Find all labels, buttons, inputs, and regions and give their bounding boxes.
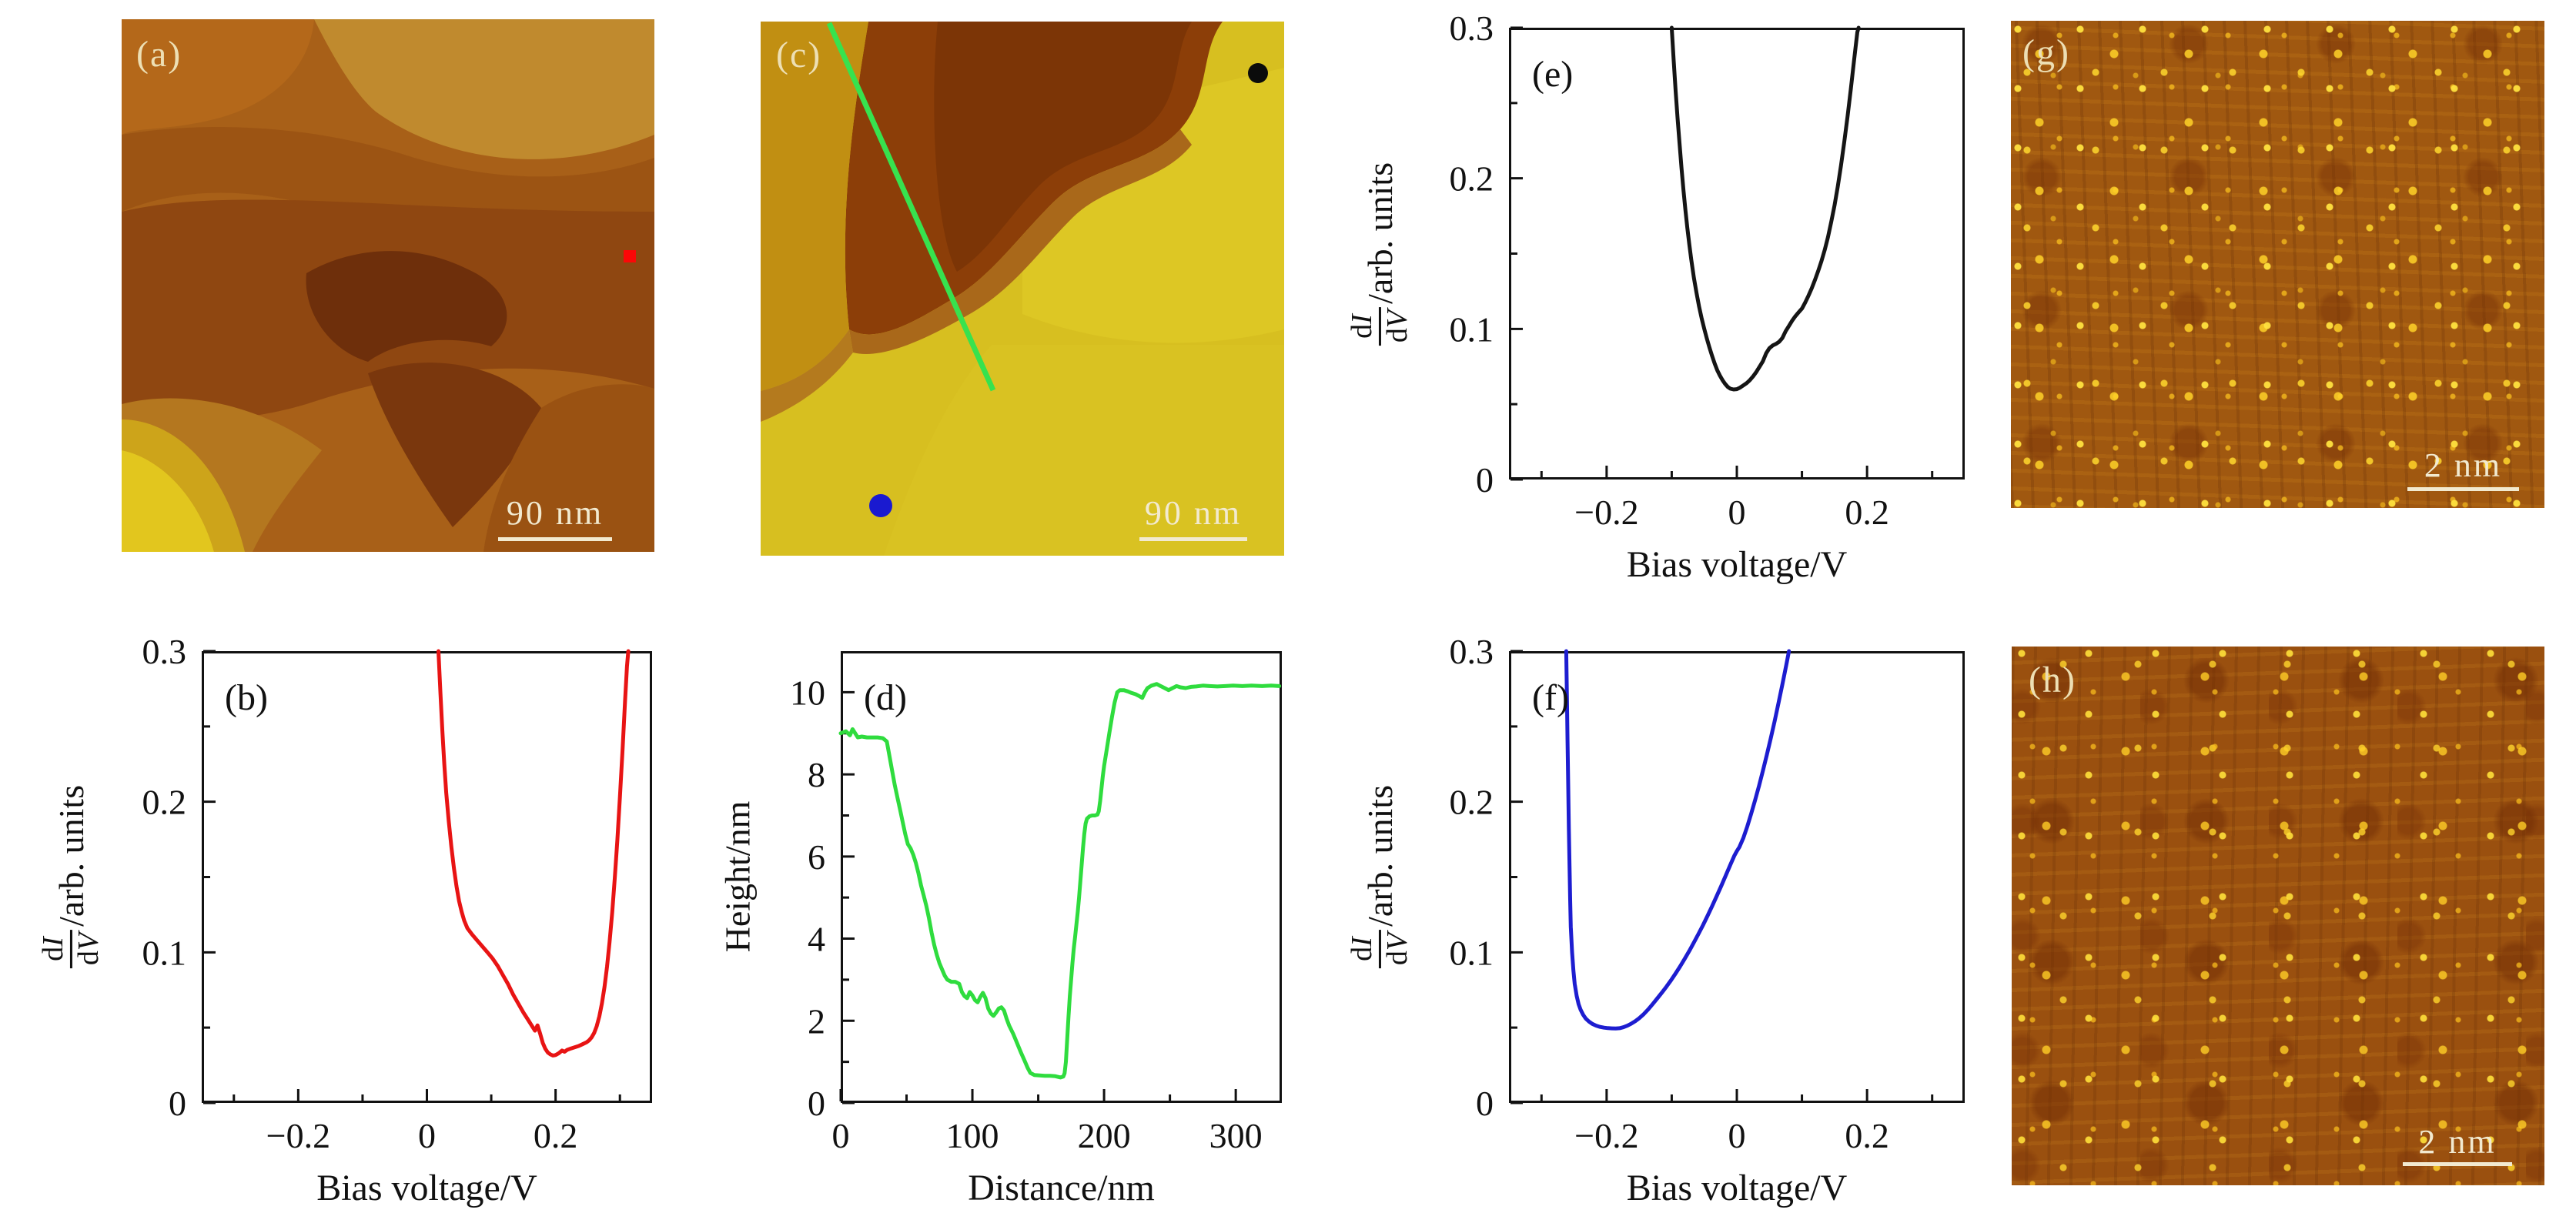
ylabel-suffix: /arb. units [51, 784, 91, 927]
svg-text:0.1: 0.1 [1450, 933, 1494, 972]
stm-image-h: (h) 2 nm [2012, 647, 2544, 1185]
stm-terrace-art-c [761, 22, 1284, 556]
scalebar-text-h: 2 nm [2418, 1123, 2497, 1161]
svg-text:0: 0 [832, 1116, 850, 1155]
ylabel-suffix: /arb. units [1360, 784, 1400, 927]
svg-text:0.2: 0.2 [534, 1116, 578, 1155]
x-axis-label-e: Bias voltage/V [1626, 544, 1848, 585]
chart-didv-blue: −0.2 0 0.2 0 0.1 0.2 0.3 (f) [1450, 632, 1965, 1155]
svg-text:(f): (f) [1532, 677, 1569, 718]
stm-terrace-art-a [122, 19, 654, 552]
svg-text:−0.2: −0.2 [1574, 1116, 1638, 1155]
blue-dot-marker [869, 494, 892, 517]
x-axis-label-d: Distance/nm [968, 1168, 1155, 1208]
svg-text:0.2: 0.2 [1450, 159, 1494, 199]
svg-text:0.2: 0.2 [1845, 1116, 1889, 1155]
svg-text:0: 0 [808, 1084, 825, 1123]
svg-text:0: 0 [169, 1084, 186, 1123]
stm-image-c: (c) 90 nm [761, 22, 1284, 556]
stm-image-a: (a) 90 nm [122, 19, 654, 552]
height-ylabel-text: Height/nm [718, 800, 758, 953]
svg-text:0.2: 0.2 [142, 783, 187, 822]
chart-didv-black: −0.2 0 0.2 0 0.1 0.2 0.3 (e) [1450, 8, 1965, 532]
ylabel-suffix: /arb. units [1360, 162, 1400, 304]
stm-image-g: (g) 2 nm [2011, 21, 2544, 508]
svg-text:(b): (b) [225, 677, 268, 718]
red-square-marker [624, 250, 636, 262]
y-axis-label-d: Height/nm [718, 801, 758, 953]
panel-label-c: (c) [776, 35, 822, 75]
panel-label-g: (g) [2022, 32, 2070, 73]
svg-text:300: 300 [1209, 1116, 1263, 1155]
svg-text:8: 8 [808, 755, 825, 794]
chart-didv-red: −0.2 0 0.2 0 0.1 0.2 0.3 (b) [142, 632, 652, 1155]
svg-text:10: 10 [790, 673, 825, 712]
scalebar-text-g: 2 nm [2424, 446, 2503, 484]
x-axis-label-f: Bias voltage/V [1626, 1168, 1848, 1208]
svg-text:100: 100 [946, 1116, 999, 1155]
didv-fraction: dI dV [37, 929, 105, 969]
svg-text:(d): (d) [864, 677, 907, 718]
y-axis-label-f: dI dV /arb. units [1346, 784, 1414, 969]
height-profile-line [826, 22, 996, 392]
svg-text:0: 0 [1728, 493, 1746, 532]
svg-text:6: 6 [808, 837, 825, 877]
didv-fraction: dI dV [1346, 306, 1414, 346]
chart-height-profile: 0 100 200 300 0 2 4 6 8 10 (d) [790, 651, 1282, 1155]
x-axis-label-b: Bias voltage/V [316, 1168, 537, 1208]
svg-text:200: 200 [1078, 1116, 1131, 1155]
black-dot-marker [1248, 63, 1268, 83]
scalebar-line-a [498, 537, 612, 541]
scalebar-line-g [2407, 487, 2519, 491]
didv-fraction: dI dV [1346, 929, 1414, 969]
svg-text:0: 0 [418, 1116, 436, 1155]
svg-text:2: 2 [808, 1001, 825, 1041]
y-axis-label-e: dI dV /arb. units [1346, 162, 1414, 346]
svg-text:0.1: 0.1 [1450, 309, 1494, 349]
svg-text:0.2: 0.2 [1845, 493, 1889, 532]
svg-text:4: 4 [808, 920, 825, 959]
svg-text:−0.2: −0.2 [266, 1116, 330, 1155]
panel-label-a: (a) [136, 34, 182, 75]
svg-text:0: 0 [1476, 1084, 1494, 1123]
svg-text:(e): (e) [1532, 54, 1573, 95]
scalebar-line-c [1139, 537, 1247, 541]
svg-text:0.3: 0.3 [1450, 632, 1494, 671]
panel-label-h: (h) [2029, 660, 2076, 700]
svg-text:0: 0 [1728, 1116, 1746, 1155]
scalebar-text-c: 90 nm [1144, 494, 1243, 532]
svg-text:0.1: 0.1 [142, 933, 187, 972]
svg-text:0: 0 [1476, 460, 1494, 500]
svg-text:0.2: 0.2 [1450, 783, 1494, 822]
scalebar-line-h [2403, 1162, 2512, 1166]
svg-text:−0.2: −0.2 [1574, 493, 1638, 532]
scalebar-text-a: 90 nm [506, 494, 604, 532]
y-axis-label-b: dI dV /arb. units [37, 784, 105, 969]
svg-text:0.3: 0.3 [142, 632, 187, 671]
svg-text:0.3: 0.3 [1450, 8, 1494, 48]
